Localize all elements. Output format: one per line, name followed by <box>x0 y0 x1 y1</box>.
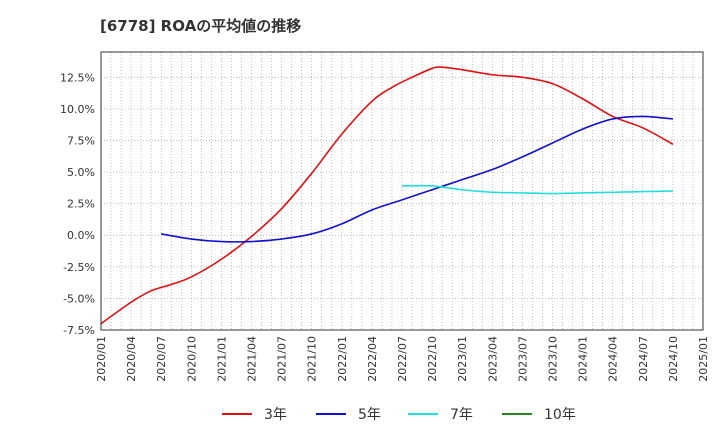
x-tick-label: 2024/01 <box>577 336 590 382</box>
y-tick-label: 12.5% <box>60 71 95 84</box>
x-tick-label: 2021/10 <box>306 336 319 382</box>
y-tick-label: -7.5% <box>63 324 95 337</box>
legend-label-3: 7年 <box>450 407 473 423</box>
x-tick-label: 2024/10 <box>667 336 680 382</box>
x-tick-label: 2023/01 <box>456 336 469 382</box>
series-line-3 <box>401 184 673 195</box>
x-axis: 2020/01 2020/04 2020/07 2020/10 2021/01 2021/… <box>95 336 710 382</box>
legend-label-4: 10年 <box>544 407 576 423</box>
x-tick-label: 2023/10 <box>547 336 560 382</box>
x-tick-label: 2024/04 <box>607 336 620 382</box>
series-line-2 <box>161 115 673 243</box>
x-tick-label: 2021/07 <box>276 336 289 382</box>
y-tick-label: 5.0% <box>67 166 95 179</box>
x-tick-label: 2025/01 <box>697 336 710 382</box>
series-lines <box>100 66 674 325</box>
y-tick-label: 7.5% <box>67 134 95 147</box>
x-tick-label: 2020/04 <box>125 336 138 382</box>
legend: 3年 5年 7年 10年 <box>222 407 576 423</box>
x-tick-label: 2021/01 <box>215 336 228 382</box>
legend-label-2: 5年 <box>358 407 381 423</box>
legend-label-1: 3年 <box>264 407 287 423</box>
x-tick-label: 2020/01 <box>95 336 108 382</box>
x-tick-label: 2022/10 <box>426 336 439 382</box>
x-tick-label: 2020/10 <box>185 336 198 382</box>
plot-frame <box>100 51 704 331</box>
x-tick-label: 2023/07 <box>516 336 529 382</box>
y-tick-label: 10.0% <box>60 103 95 116</box>
y-axis: -7.5% -5.0% -2.5% 0.0% 2.5% 5.0% 7.5% 10.0% 12.5… <box>60 71 95 337</box>
x-tick-label: 2021/04 <box>246 336 259 382</box>
x-tick-label: 2022/04 <box>366 336 379 382</box>
grid-lines <box>100 52 704 331</box>
x-tick-label: 2022/07 <box>396 336 409 382</box>
y-tick-label: -2.5% <box>63 261 95 274</box>
plot-border <box>100 51 704 331</box>
y-tick-label: -5.0% <box>63 292 95 305</box>
chart-title: [6778] ROAの平均値の推移 <box>100 17 301 35</box>
x-tick-label: 2024/07 <box>637 336 650 382</box>
y-tick-label: 0.0% <box>67 229 95 242</box>
y-tick-label: 2.5% <box>67 198 95 211</box>
series-line-1 <box>100 66 674 325</box>
x-tick-label: 2022/01 <box>336 336 349 382</box>
x-tick-label: 2023/04 <box>486 336 499 382</box>
x-tick-label: 2020/07 <box>155 336 168 382</box>
